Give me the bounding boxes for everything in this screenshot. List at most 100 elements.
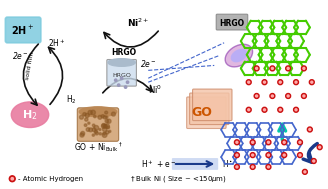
Circle shape — [295, 81, 297, 83]
Circle shape — [105, 111, 108, 114]
Circle shape — [309, 129, 311, 130]
Circle shape — [317, 145, 322, 150]
Circle shape — [313, 160, 315, 162]
Circle shape — [89, 128, 92, 132]
Circle shape — [278, 107, 283, 112]
Circle shape — [114, 79, 117, 81]
Circle shape — [256, 67, 257, 69]
Circle shape — [295, 109, 297, 111]
Text: H$_2$: H$_2$ — [66, 94, 77, 106]
Circle shape — [266, 140, 271, 145]
Text: solid film: solid film — [25, 51, 35, 80]
Circle shape — [104, 125, 107, 127]
Circle shape — [94, 130, 97, 133]
Text: Ni$^0$: Ni$^0$ — [148, 84, 162, 96]
Circle shape — [254, 94, 259, 98]
Circle shape — [107, 126, 110, 129]
Circle shape — [282, 140, 287, 145]
Circle shape — [252, 166, 254, 168]
Circle shape — [299, 141, 301, 143]
Circle shape — [85, 118, 88, 121]
Circle shape — [311, 81, 313, 83]
Circle shape — [98, 115, 102, 119]
Circle shape — [88, 110, 92, 115]
Circle shape — [102, 127, 107, 132]
Text: H$^+$ + e$^-$: H$^+$ + e$^-$ — [141, 158, 177, 170]
Circle shape — [86, 128, 90, 131]
Circle shape — [307, 127, 312, 132]
Ellipse shape — [79, 107, 117, 117]
Circle shape — [99, 133, 101, 135]
Circle shape — [9, 176, 15, 182]
Circle shape — [109, 130, 111, 132]
Circle shape — [99, 129, 101, 131]
Circle shape — [236, 166, 238, 168]
Circle shape — [303, 95, 305, 97]
Circle shape — [95, 132, 98, 135]
Ellipse shape — [108, 59, 135, 66]
Circle shape — [250, 140, 255, 145]
Circle shape — [235, 153, 239, 158]
Circle shape — [92, 124, 95, 127]
Circle shape — [83, 113, 86, 116]
Circle shape — [262, 107, 267, 112]
Circle shape — [250, 153, 255, 158]
Circle shape — [262, 80, 267, 85]
Circle shape — [105, 119, 109, 123]
Circle shape — [301, 66, 306, 71]
Circle shape — [101, 115, 104, 118]
Circle shape — [107, 119, 111, 123]
Circle shape — [81, 131, 85, 135]
Circle shape — [246, 80, 251, 85]
Circle shape — [270, 66, 275, 71]
Circle shape — [263, 109, 265, 111]
Circle shape — [256, 95, 257, 97]
Circle shape — [88, 122, 90, 124]
Ellipse shape — [11, 102, 49, 128]
Circle shape — [283, 141, 285, 143]
Circle shape — [271, 95, 273, 97]
Circle shape — [266, 164, 271, 169]
Circle shape — [319, 146, 321, 148]
Circle shape — [236, 154, 238, 156]
Circle shape — [297, 140, 302, 145]
Circle shape — [267, 141, 269, 143]
Circle shape — [267, 154, 269, 156]
Circle shape — [248, 109, 250, 111]
FancyBboxPatch shape — [187, 97, 226, 129]
Circle shape — [301, 94, 306, 98]
Text: HRGO: HRGO — [219, 19, 245, 28]
Text: Ni$^{2+}$: Ni$^{2+}$ — [127, 17, 150, 29]
Circle shape — [91, 110, 95, 115]
Circle shape — [271, 67, 273, 69]
FancyBboxPatch shape — [5, 17, 41, 43]
Circle shape — [79, 115, 83, 119]
Circle shape — [294, 80, 298, 85]
Circle shape — [92, 128, 96, 132]
Circle shape — [117, 84, 120, 86]
Circle shape — [302, 169, 307, 174]
Text: GO: GO — [191, 106, 212, 119]
Text: 2H$^+$: 2H$^+$ — [48, 37, 66, 49]
Circle shape — [297, 153, 302, 158]
Circle shape — [106, 131, 109, 134]
Circle shape — [85, 113, 89, 118]
Text: 2e$^-$: 2e$^-$ — [140, 58, 156, 69]
Circle shape — [94, 125, 99, 130]
Circle shape — [103, 124, 107, 128]
Circle shape — [112, 112, 115, 116]
Circle shape — [84, 124, 87, 126]
Circle shape — [250, 164, 255, 169]
Circle shape — [246, 107, 251, 112]
Circle shape — [309, 80, 314, 85]
Circle shape — [102, 132, 107, 137]
Circle shape — [283, 154, 285, 156]
Text: GO + Ni$_{\rm Bulk}$$^\dagger$: GO + Ni$_{\rm Bulk}$$^\dagger$ — [74, 140, 122, 154]
Circle shape — [103, 132, 105, 135]
Circle shape — [279, 81, 281, 83]
Circle shape — [102, 123, 105, 127]
Circle shape — [266, 153, 271, 158]
Circle shape — [282, 153, 287, 158]
Circle shape — [287, 67, 289, 69]
Text: - Atomic Hydrogen: - Atomic Hydrogen — [18, 176, 83, 182]
